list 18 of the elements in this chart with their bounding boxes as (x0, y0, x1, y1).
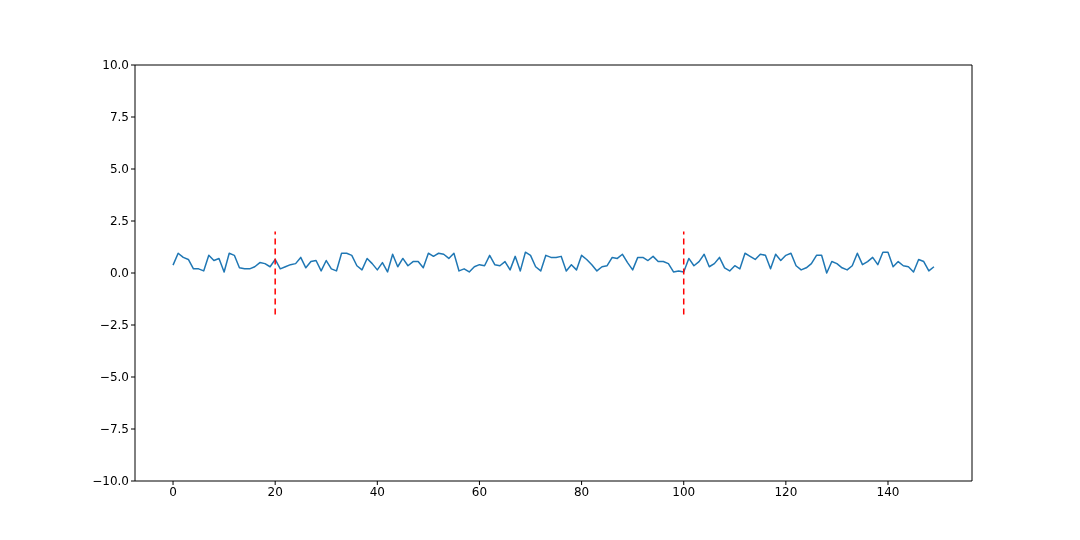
x-tick-label: 120 (774, 484, 798, 499)
y-tick-label: 0.0 (109, 266, 129, 281)
y-tick-label: −5.0 (99, 370, 129, 385)
x-tick-label: 140 (876, 484, 900, 499)
line-series (172, 251, 935, 274)
y-tick-label: −7.5 (99, 422, 129, 437)
y-tick-label: −10.0 (92, 474, 129, 489)
y-tick-label: 5.0 (109, 162, 129, 177)
x-tick-label: 20 (267, 484, 283, 499)
x-tick-label: 0 (169, 484, 177, 499)
x-tick-label: 60 (471, 484, 488, 499)
x-tick-label: 100 (672, 484, 696, 499)
y-tick-label: −2.5 (99, 318, 129, 333)
y-tick-label: 10.0 (102, 58, 129, 73)
x-tick-label: 80 (573, 484, 590, 499)
y-tick-label: 2.5 (109, 214, 129, 229)
x-tick-label: 40 (369, 484, 385, 499)
y-tick-label: 7.5 (109, 110, 129, 125)
